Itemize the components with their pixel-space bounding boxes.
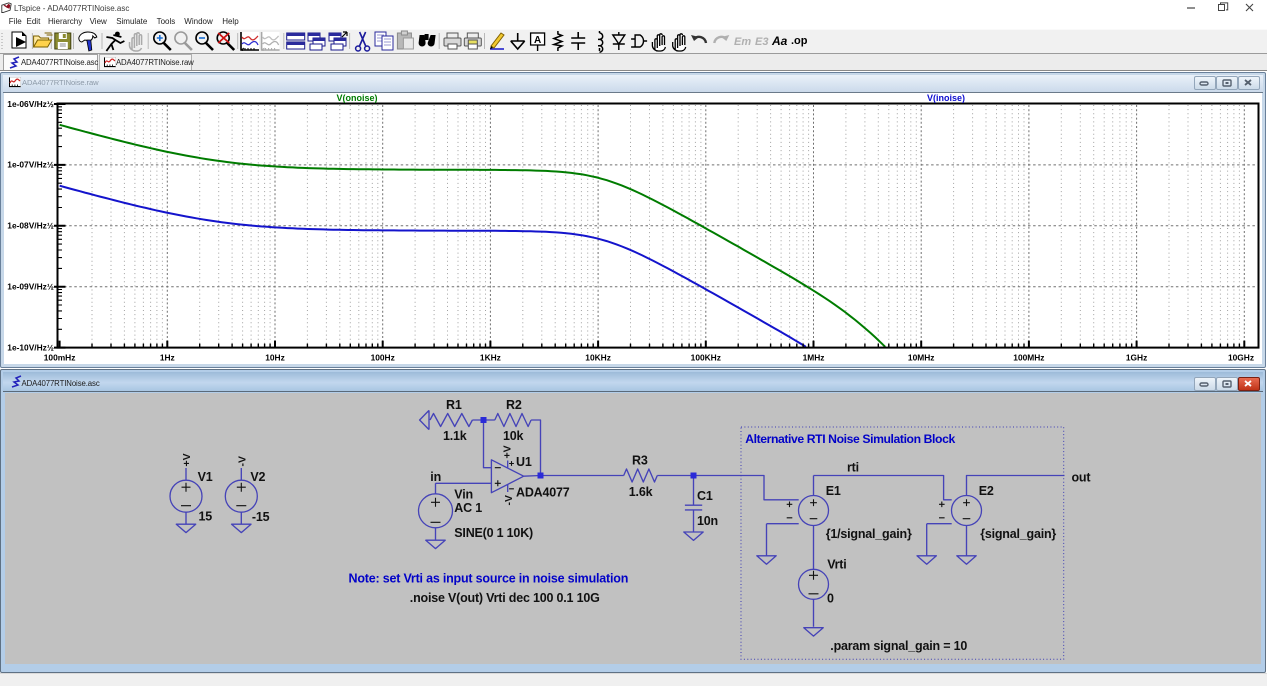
- svg-text:V1: V1: [198, 470, 213, 484]
- svg-text:1e-07V/Hz½: 1e-07V/Hz½: [7, 160, 54, 170]
- svg-text:-15: -15: [252, 510, 270, 524]
- svg-text:1e-06V/Hz½: 1e-06V/Hz½: [7, 99, 54, 109]
- svg-text:1.6k: 1.6k: [629, 485, 653, 499]
- svg-text:R1: R1: [446, 398, 462, 412]
- svg-text:+V: +V: [502, 445, 514, 458]
- svg-text:.noise V(out) Vrti dec 100 0.1: .noise V(out) Vrti dec 100 0.1 10G: [410, 591, 600, 605]
- svg-text:ADA4077: ADA4077: [516, 486, 570, 500]
- svg-text:0: 0: [827, 592, 834, 606]
- svg-text:1KHz: 1KHz: [480, 353, 501, 363]
- svg-text:-V: -V: [237, 456, 249, 467]
- svg-text:1e-08V/Hz½: 1e-08V/Hz½: [7, 221, 54, 231]
- svg-text:.param signal_gain = 10: .param signal_gain = 10: [830, 639, 967, 653]
- svg-text:in: in: [430, 470, 441, 484]
- svg-text:A: A: [534, 35, 541, 46]
- svg-text:V(inoise): V(inoise): [927, 93, 965, 103]
- svg-text:out: out: [1072, 471, 1092, 485]
- svg-text:10k: 10k: [503, 429, 524, 443]
- svg-text:SINE(0 1 10K): SINE(0 1 10K): [454, 526, 533, 540]
- svg-text:{signal_gain}: {signal_gain}: [980, 527, 1056, 541]
- svg-text:1GHz: 1GHz: [1126, 353, 1147, 363]
- svg-text:15: 15: [199, 510, 213, 524]
- svg-text:100MHz: 100MHz: [1013, 353, 1044, 363]
- svg-text:rti: rti: [847, 461, 859, 475]
- svg-text:10GHz: 10GHz: [1228, 353, 1254, 363]
- svg-text:V(onoise): V(onoise): [336, 93, 377, 103]
- svg-text:E2: E2: [979, 484, 994, 498]
- svg-text:Alternative RTI Noise Simulati: Alternative RTI Noise Simulation Block: [745, 432, 955, 446]
- svg-text:1.1k: 1.1k: [443, 429, 467, 443]
- svg-text:V2: V2: [250, 470, 265, 484]
- svg-text:10KHz: 10KHz: [585, 353, 611, 363]
- svg-text:1e-09V/Hz½: 1e-09V/Hz½: [7, 282, 54, 292]
- svg-text:10Hz: 10Hz: [265, 353, 285, 363]
- svg-text:Vrti: Vrti: [827, 558, 846, 572]
- svg-text:Em: Em: [734, 36, 751, 48]
- svg-text:100mHz: 100mHz: [44, 353, 76, 363]
- svg-text:C1: C1: [697, 489, 713, 503]
- svg-text:10MHz: 10MHz: [908, 353, 935, 363]
- svg-text:10n: 10n: [697, 514, 718, 528]
- svg-text:100KHz: 100KHz: [691, 353, 721, 363]
- svg-text:Note: set Vrti as input source: Note: set Vrti as input source in noise …: [349, 572, 629, 586]
- svg-text:R3: R3: [632, 454, 648, 468]
- svg-text:E1: E1: [826, 484, 841, 498]
- svg-text:E3: E3: [755, 36, 768, 48]
- svg-text:Aa: Aa: [771, 34, 788, 48]
- svg-text:Vin: Vin: [454, 488, 473, 502]
- svg-text:+V: +V: [181, 453, 193, 466]
- svg-text:.op: .op: [791, 35, 808, 47]
- svg-text:-V: -V: [503, 495, 515, 506]
- svg-text:100Hz: 100Hz: [371, 353, 395, 363]
- svg-text:1Hz: 1Hz: [160, 353, 175, 363]
- svg-text:AC 1: AC 1: [454, 501, 482, 515]
- svg-text:{1/signal_gain}: {1/signal_gain}: [826, 527, 912, 541]
- svg-text:R2: R2: [506, 398, 522, 412]
- svg-text:1MHz: 1MHz: [803, 353, 825, 363]
- svg-text:1e-10V/Hz½: 1e-10V/Hz½: [7, 342, 54, 352]
- svg-text:U1: U1: [516, 455, 532, 469]
